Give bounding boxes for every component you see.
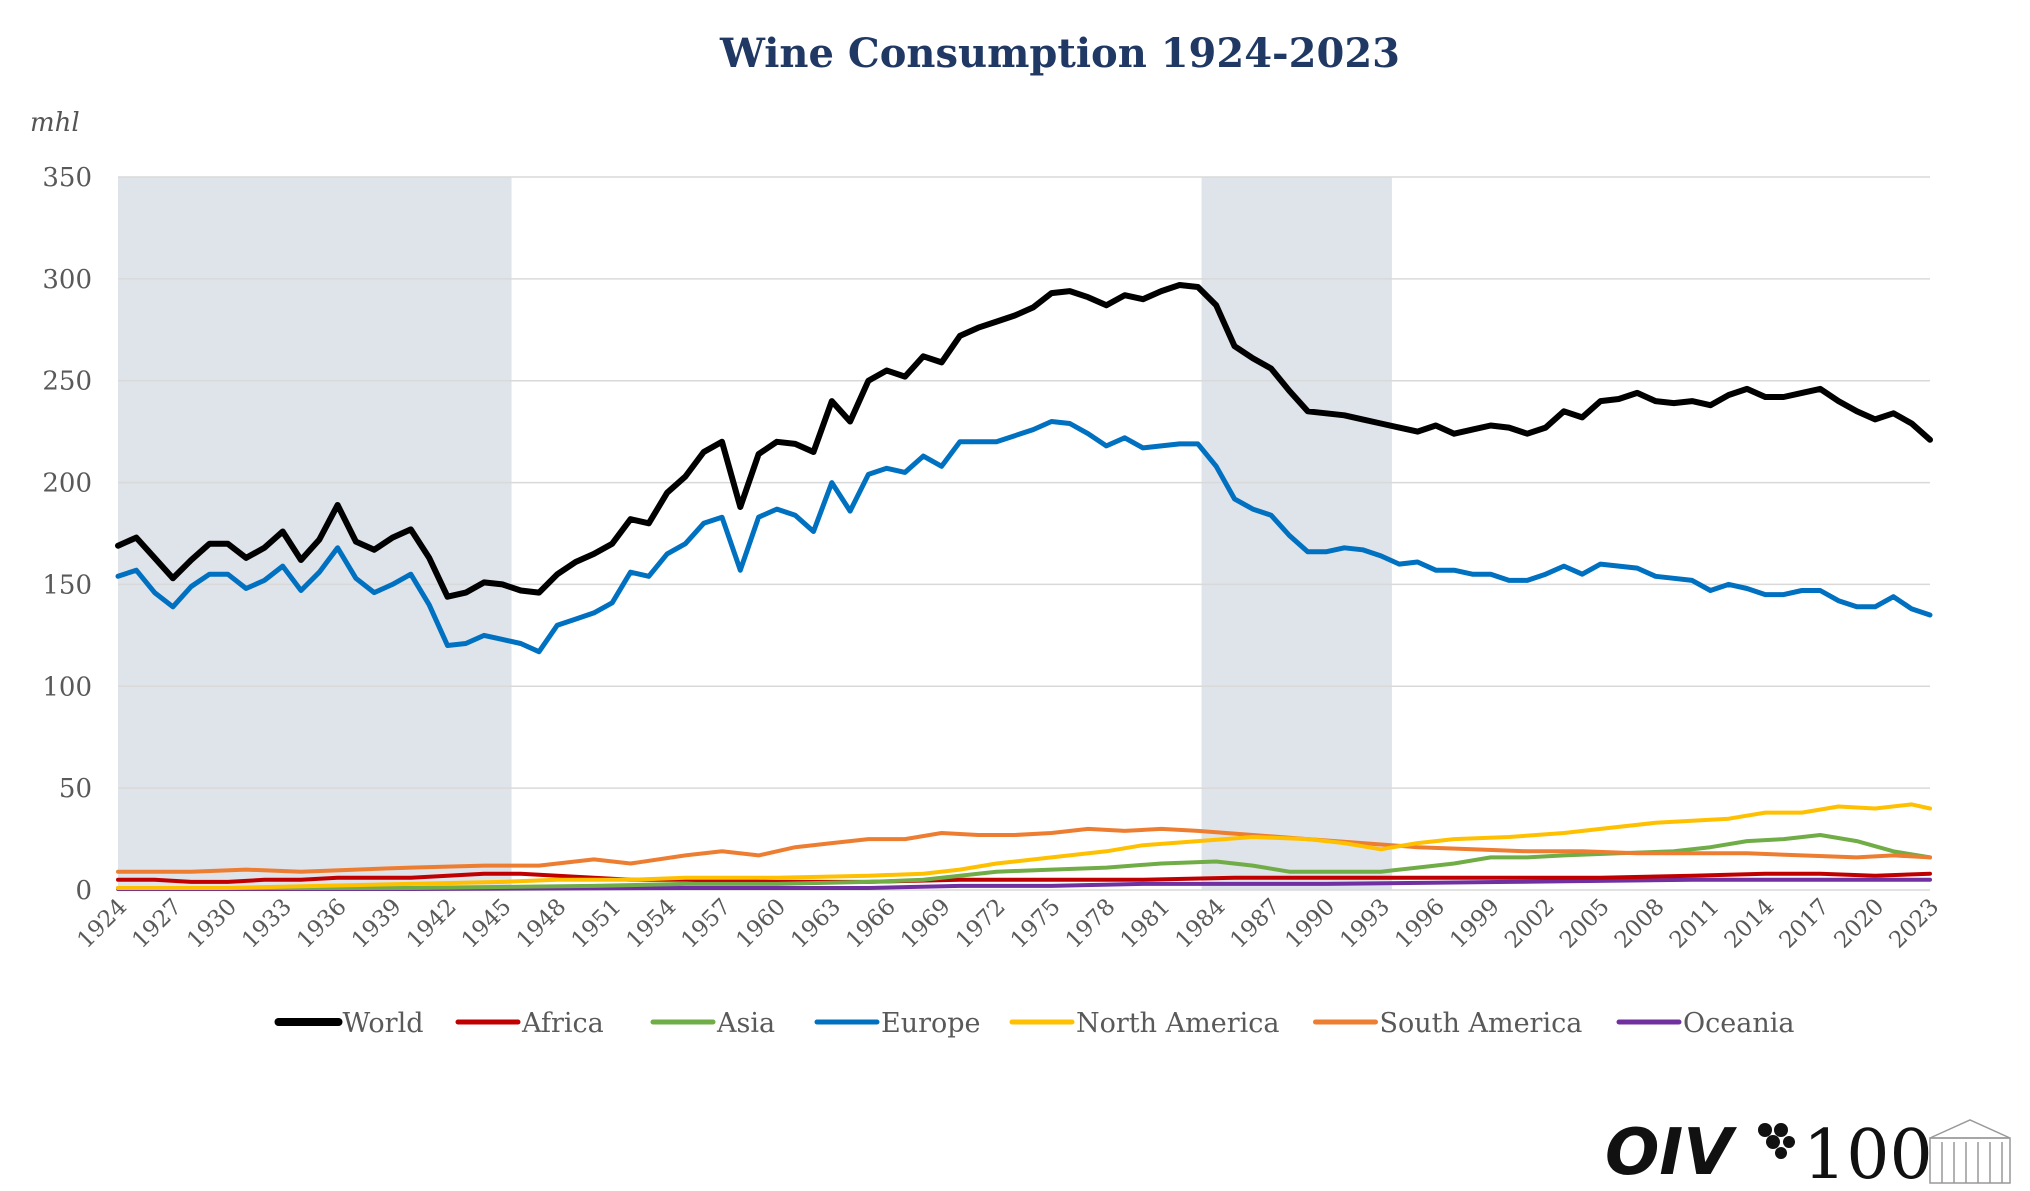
building-icon — [1929, 1119, 2011, 1184]
x-tick-label-1975: 1975 — [1006, 894, 1066, 954]
x-tick-label-1987: 1987 — [1226, 894, 1286, 954]
legend-label-europe: Europe — [881, 1008, 981, 1039]
series-line-asia — [116, 833, 1932, 890]
x-tick-label-1930: 1930 — [182, 894, 242, 954]
oiv-100-logo: OIV 100 — [1605, 1116, 2011, 1188]
gridlines — [118, 176, 1930, 891]
y-tick-label-0: 0 — [75, 876, 92, 906]
x-tick-label-1969: 1969 — [896, 894, 956, 954]
x-tick-label-1996: 1996 — [1390, 894, 1450, 954]
y-tick-label-250: 250 — [42, 367, 92, 397]
x-tick-label-1966: 1966 — [841, 894, 901, 954]
legend: World Africa Asia Europe North America South … — [274, 1008, 1794, 1039]
x-tick-label-1978: 1978 — [1061, 894, 1121, 954]
x-tick-label-1984: 1984 — [1171, 894, 1231, 954]
x-tick-label-1927: 1927 — [127, 894, 187, 954]
shaded-period-1 — [118, 177, 512, 890]
series-lines — [115, 282, 1933, 891]
x-tick-label-1981: 1981 — [1116, 894, 1176, 954]
x-tick-label-2014: 2014 — [1720, 894, 1780, 954]
y-tick-label-150: 150 — [42, 570, 92, 600]
x-tick-label-1972: 1972 — [951, 894, 1011, 954]
series-line-world — [115, 282, 1933, 600]
shaded-period-2 — [1201, 177, 1392, 890]
x-tick-label-2011: 2011 — [1665, 894, 1725, 954]
x-tick-label-2023: 2023 — [1884, 894, 1944, 954]
y-axis-ticks: 0 50 100 150 200 250 300 350 — [42, 163, 92, 906]
x-tick-label-2002: 2002 — [1500, 894, 1560, 954]
x-axis-ticks: 1924192719301933193619391942194519481951… — [72, 894, 1944, 954]
y-axis-unit-label: mhl — [30, 108, 80, 138]
logo-oiv-text: OIV — [1605, 1116, 1737, 1188]
y-tick-label-300: 300 — [42, 265, 92, 295]
x-tick-label-1957: 1957 — [676, 894, 736, 954]
x-tick-label-1999: 1999 — [1445, 894, 1505, 954]
y-tick-label-350: 350 — [42, 163, 92, 193]
x-tick-label-1960: 1960 — [731, 894, 791, 954]
chart-title: Wine Consumption 1924-2023 — [719, 30, 1400, 77]
y-tick-label-200: 200 — [42, 469, 92, 499]
x-tick-label-1942: 1942 — [402, 894, 462, 954]
legend-label-north-america: North America — [1076, 1008, 1279, 1039]
x-tick-label-2008: 2008 — [1610, 894, 1670, 954]
x-tick-label-1954: 1954 — [622, 894, 682, 954]
series-line-south-america — [116, 826, 1932, 874]
x-tick-label-1936: 1936 — [292, 894, 352, 954]
x-tick-label-1951: 1951 — [567, 894, 627, 954]
series-line-north-america — [116, 802, 1932, 890]
legend-label-south-america: South America — [1380, 1008, 1583, 1039]
legend-label-world: World — [343, 1008, 424, 1039]
x-tick-label-2020: 2020 — [1830, 894, 1890, 954]
x-tick-label-1993: 1993 — [1335, 894, 1395, 954]
x-tick-label-1963: 1963 — [786, 894, 846, 954]
series-line-oceania — [116, 877, 1932, 891]
x-tick-label-1933: 1933 — [237, 894, 297, 954]
series-line-europe — [115, 419, 1933, 655]
x-tick-label-2017: 2017 — [1775, 894, 1835, 954]
logo-100-text: 100 — [1803, 1116, 1933, 1188]
legend-label-africa: Africa — [521, 1008, 604, 1039]
x-tick-label-1990: 1990 — [1280, 894, 1340, 954]
y-tick-label-50: 50 — [59, 774, 92, 804]
y-tick-label-100: 100 — [42, 672, 92, 702]
grape-icon — [1758, 1123, 1795, 1159]
x-tick-label-1939: 1939 — [347, 894, 407, 954]
x-tick-label-1945: 1945 — [457, 894, 517, 954]
legend-label-oceania: Oceania — [1683, 1008, 1794, 1039]
x-tick-label-1948: 1948 — [512, 894, 572, 954]
x-tick-label-2005: 2005 — [1555, 894, 1615, 954]
legend-label-asia: Asia — [716, 1008, 775, 1039]
shaded-periods — [118, 177, 1392, 890]
